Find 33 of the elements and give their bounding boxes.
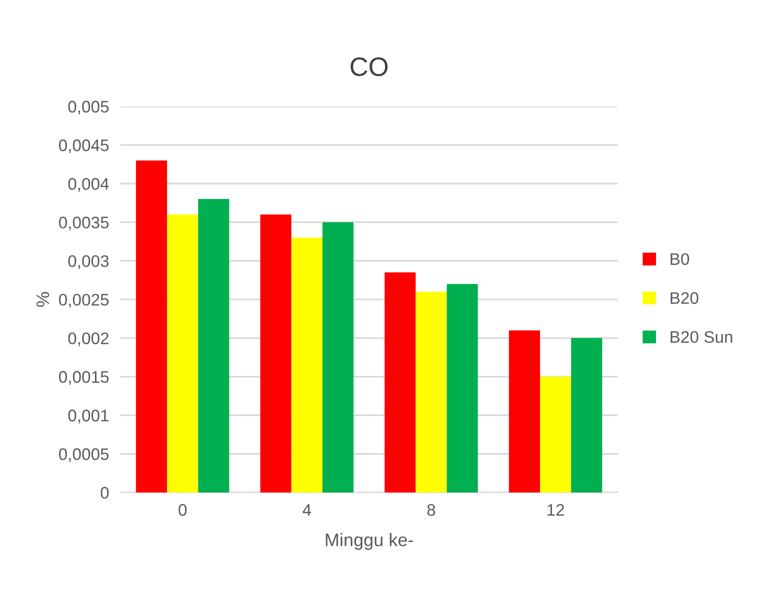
- y-tick-label: 0,003: [68, 255, 109, 270]
- bar: [540, 376, 572, 492]
- x-tick-label: 8: [427, 504, 436, 516]
- x-tick-label: 4: [302, 504, 312, 516]
- y-tick-label: 0,0025: [59, 294, 109, 308]
- chart-title: CO: [350, 57, 388, 76]
- bar: [508, 330, 540, 492]
- bar: [198, 199, 230, 492]
- y-tick-label: 0,002: [68, 332, 108, 346]
- bar: [446, 284, 478, 492]
- y-tick-label: 0,0015: [59, 371, 109, 385]
- x-tick-label: 0: [178, 504, 187, 516]
- legend-label: B20: [670, 292, 698, 304]
- y-tick-label: 0,005: [68, 100, 109, 115]
- bar: [384, 272, 416, 492]
- bar: [136, 160, 168, 492]
- x-tick-label: 12: [548, 504, 564, 516]
- bar: [260, 214, 292, 492]
- y-tick-label: 0: [100, 486, 109, 499]
- y-tick-label: 0,0035: [59, 216, 109, 230]
- bar: [322, 222, 354, 492]
- legend-label: B0: [670, 253, 690, 265]
- y-axis-title: %: [36, 292, 50, 307]
- bar: [571, 338, 602, 492]
- y-tick-label: 0,0005: [59, 448, 109, 462]
- bar: [291, 238, 322, 492]
- bar: [167, 214, 198, 492]
- y-tick-label: 0,0045: [59, 139, 109, 154]
- y-tick-label: 0,004: [68, 178, 109, 192]
- legend-label: B20 Sun: [670, 331, 732, 343]
- x-axis-title: Minggu ke-: [326, 533, 413, 550]
- bar: [416, 292, 447, 492]
- y-tick-label: 0,001: [68, 410, 109, 424]
